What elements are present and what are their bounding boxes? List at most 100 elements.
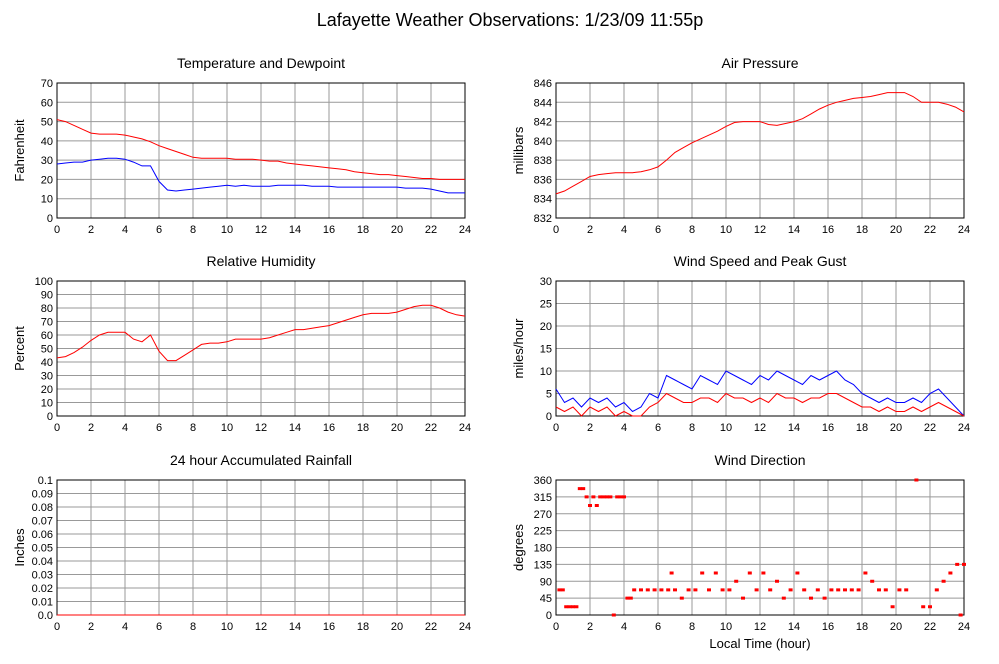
data-line xyxy=(56,119,465,180)
data-point xyxy=(581,487,586,491)
data-point xyxy=(591,495,596,499)
x-tick-label: 6 xyxy=(156,224,162,236)
x-tick-label: 22 xyxy=(924,422,936,434)
data-point xyxy=(666,588,671,592)
y-tick-label: 0 xyxy=(546,411,552,423)
data-point xyxy=(615,495,620,499)
x-tick-label: 4 xyxy=(621,621,627,633)
y-tick-label: 0.03 xyxy=(32,570,53,582)
x-tick-label: 24 xyxy=(958,621,970,633)
data-point xyxy=(914,478,919,482)
y-tick-label: 70 xyxy=(41,317,53,329)
data-point xyxy=(639,588,643,592)
y-tick-label: 25 xyxy=(540,299,552,311)
y-tick-label: 5 xyxy=(546,389,552,401)
x-tick-label: 10 xyxy=(221,422,233,434)
x-tick-label: 6 xyxy=(156,422,162,434)
y-tick-label: 30 xyxy=(41,371,53,383)
y-tick-label: 90 xyxy=(540,576,552,588)
y-tick-label: 0.09 xyxy=(32,489,53,501)
data-point xyxy=(768,588,773,592)
y-tick-label: 0.01 xyxy=(32,597,53,609)
y-tick-label: 834 xyxy=(534,194,552,206)
x-tick-label: 12 xyxy=(754,621,766,633)
data-point xyxy=(941,579,946,583)
y-axis-label: Inches xyxy=(12,528,27,567)
x-tick-label: 14 xyxy=(289,224,301,236)
data-point xyxy=(601,495,606,499)
y-tick-label: 0.06 xyxy=(32,529,53,541)
x-tick-label: 18 xyxy=(856,621,868,633)
data-line xyxy=(555,392,965,417)
y-tick-label: 0.07 xyxy=(32,516,53,528)
plot-frame xyxy=(555,280,965,417)
panel-title: Air Pressure xyxy=(721,55,798,71)
x-tick-label: 18 xyxy=(357,224,369,236)
y-axis-label: degrees xyxy=(511,524,526,571)
data-point xyxy=(679,596,684,600)
data-point xyxy=(574,605,579,609)
y-tick-label: 0.04 xyxy=(32,556,53,568)
y-tick-label: 270 xyxy=(534,509,552,521)
data-point xyxy=(809,596,813,600)
x-tick-label: 2 xyxy=(88,422,94,434)
y-tick-label: 10 xyxy=(540,366,552,378)
y-tick-label: 10 xyxy=(41,398,53,410)
data-point xyxy=(608,495,613,499)
x-tick-label: 20 xyxy=(890,422,902,434)
data-point xyxy=(747,571,752,575)
data-point xyxy=(628,596,633,600)
x-tick-label: 16 xyxy=(323,224,335,236)
data-point xyxy=(883,588,888,592)
y-tick-label: 836 xyxy=(534,174,552,186)
data-point xyxy=(645,588,650,592)
x-tick-label: 22 xyxy=(924,224,936,236)
y-tick-label: 0.0 xyxy=(38,610,53,622)
x-tick-label: 0 xyxy=(54,621,60,633)
x-tick-label: 16 xyxy=(822,422,834,434)
data-point xyxy=(577,487,582,491)
y-tick-label: 10 xyxy=(41,194,53,206)
y-tick-label: 0.05 xyxy=(32,543,53,555)
x-tick-label: 22 xyxy=(425,224,437,236)
y-tick-label: 225 xyxy=(534,526,552,538)
y-tick-label: 832 xyxy=(534,213,552,225)
panel-title: Wind Direction xyxy=(714,452,805,468)
x-tick-label: 10 xyxy=(720,621,732,633)
y-tick-label: 70 xyxy=(41,78,53,90)
x-tick-label: 12 xyxy=(255,621,267,633)
x-tick-label: 16 xyxy=(323,422,335,434)
y-tick-label: 40 xyxy=(41,136,53,148)
x-tick-label: 4 xyxy=(122,621,128,633)
x-tick-label: 16 xyxy=(822,621,834,633)
data-point xyxy=(669,571,674,575)
x-tick-label: 2 xyxy=(587,422,593,434)
y-tick-label: 60 xyxy=(41,330,53,342)
y-tick-label: 40 xyxy=(41,357,53,369)
y-tick-label: 315 xyxy=(534,492,552,504)
x-tick-label: 0 xyxy=(553,422,559,434)
x-tick-label: 0 xyxy=(553,224,559,236)
x-tick-label: 24 xyxy=(459,224,471,236)
data-point xyxy=(781,596,786,600)
data-point xyxy=(720,588,725,592)
data-point xyxy=(849,588,854,592)
y-tick-label: 840 xyxy=(534,136,552,148)
y-tick-label: 60 xyxy=(41,97,53,109)
x-tick-label: 22 xyxy=(425,621,437,633)
data-point xyxy=(693,588,698,592)
x-tick-label: 20 xyxy=(391,621,403,633)
y-axis-label: Percent xyxy=(12,326,27,371)
data-point xyxy=(686,588,691,592)
data-point xyxy=(625,596,630,600)
x-tick-label: 4 xyxy=(122,224,128,236)
data-point xyxy=(713,571,718,575)
data-point xyxy=(934,588,939,592)
x-tick-label: 24 xyxy=(459,422,471,434)
x-tick-label: 16 xyxy=(323,621,335,633)
data-point xyxy=(904,588,909,592)
data-point xyxy=(921,605,926,609)
data-point xyxy=(673,588,677,592)
y-axis-label: miles/hour xyxy=(511,318,526,379)
